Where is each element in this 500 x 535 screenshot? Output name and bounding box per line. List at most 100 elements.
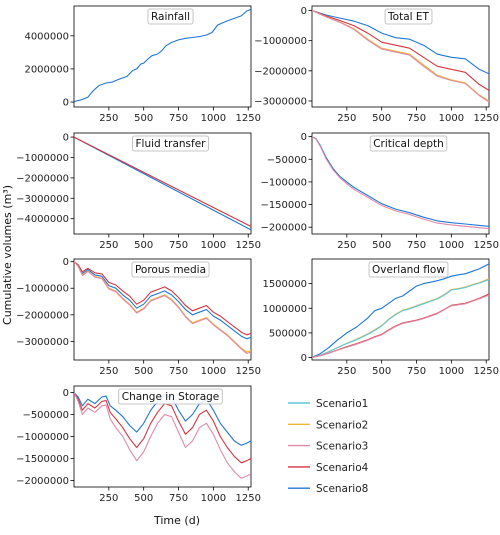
overland-flow-series-scenario1 (312, 279, 489, 359)
rainfall-y-tick-label: 4000000 (24, 31, 69, 42)
total-et-title: Total ET (384, 8, 433, 25)
legend-entry-scenario4: Scenario4 (288, 462, 369, 474)
porous-media-title-text: Porous media (135, 264, 206, 276)
legend-entry-scenario3: Scenario3 (288, 441, 368, 453)
fluid-transfer-x-tick-label: 250 (99, 240, 118, 251)
fluid-transfer-title-box (132, 135, 209, 152)
rainfall-y-tick-label: 2000000 (24, 64, 69, 75)
rainfall-panel: 250 500 750 1000 1250 0 2000000 4000000 Rainfall (24, 5, 261, 124)
total-et-x-tick-label: 1250 (473, 113, 498, 124)
total-et-x-tick-label: 1000 (439, 113, 464, 124)
fluid-transfer-y-tick-label: −3000000 (16, 194, 69, 205)
overland-flow-panel: 250 500 750 1000 1250 0 500000 1000000 1500000 Ov… (262, 258, 499, 377)
fluid-transfer-title-text: Fluid transfer (136, 138, 207, 150)
porous-media-title: Porous media (131, 261, 210, 278)
change-in-storage-x-tick-label: 1250 (235, 493, 260, 504)
porous-media-y-tick-label: −3000000 (16, 337, 69, 348)
porous-media-y-tick-label: 0 (63, 257, 69, 268)
rainfall-x-tick-label: 750 (169, 113, 188, 124)
overland-flow-y-tick-label: 1000000 (262, 304, 307, 315)
porous-media-x-tick-label: 250 (99, 366, 118, 377)
porous-media-y-tick-label: −1000000 (16, 284, 69, 295)
change-in-storage-title-box (118, 388, 223, 405)
overland-flow-title-text: Overland flow (372, 264, 445, 276)
critical-depth-panel: 250 500 750 1000 1250 0 −50000 −100000 −150000 −2… (260, 132, 499, 251)
overland-flow-axes-frame (311, 258, 490, 361)
fluid-transfer-axes-frame (73, 132, 252, 235)
porous-media-series-scenario8 (74, 261, 251, 340)
overland-flow-x-tick-label: 750 (407, 366, 426, 377)
overland-flow-series-scenario8 (312, 263, 489, 358)
change-in-storage-x-tick-label: 750 (169, 493, 188, 504)
total-et-title-text: Total ET (387, 11, 429, 23)
critical-depth-x-tick-label: 750 (407, 240, 426, 251)
critical-depth-series-scenario3 (312, 136, 489, 230)
porous-media-x-tick-label: 500 (134, 366, 153, 377)
porous-media-panel: 250 500 750 1000 1250 0 −1000000 −2000000 −30000… (16, 257, 261, 377)
total-et-x-tick-label: 250 (337, 113, 356, 124)
change-in-storage-x-tick-label: 500 (134, 493, 153, 504)
legend-entry-scenario1: Scenario1 (288, 398, 368, 410)
fluid-transfer-y-tick-label: −2000000 (16, 173, 69, 184)
total-et-axes-frame (311, 5, 490, 108)
y-axis-label: Cumulative volumes (m³) (1, 185, 14, 325)
fluid-transfer-y-tick-label: 0 (63, 133, 69, 144)
fluid-transfer-x-tick-label: 750 (169, 240, 188, 251)
panels: 250 500 750 1000 1250 0 2000000 4000000 Rainfall… (16, 5, 499, 504)
fluid-transfer-x-tick-label: 1250 (235, 240, 260, 251)
legend: Scenario1 Scenario2 Scenario3 Scenario4 Scen… (288, 398, 369, 495)
rainfall-x-tick-label: 1250 (235, 113, 260, 124)
total-et-x-tick-label: 500 (372, 113, 391, 124)
change-in-storage-series-scenario4 (74, 392, 251, 464)
legend-entry-scenario8: Scenario8 (288, 483, 368, 495)
total-et-series-scenario4 (312, 9, 489, 91)
rainfall-x-tick-label: 250 (99, 113, 118, 124)
total-et-title-box (384, 8, 433, 25)
critical-depth-y-tick-label: −200000 (260, 223, 307, 234)
change-in-storage-x-tick-label: 250 (99, 493, 118, 504)
fluid-transfer-title: Fluid transfer (132, 135, 209, 152)
change-in-storage-series-scenario3 (74, 392, 251, 479)
total-et-y-tick-label: −1000000 (254, 36, 307, 47)
fluid-transfer-panel: 250 500 750 1000 1250 0 −1000000 −2000000 −30000… (16, 133, 261, 251)
overland-flow-series-scenario2 (312, 278, 489, 359)
critical-depth-y-tick-label: −100000 (260, 177, 307, 188)
x-axis-label: Time (d) (153, 514, 200, 527)
critical-depth-title-box (369, 135, 448, 152)
porous-media-series-scenario3 (74, 261, 251, 354)
change-in-storage-y-tick-label: −2000000 (16, 476, 69, 487)
critical-depth-title: Critical depth (369, 135, 448, 152)
porous-media-x-tick-label: 750 (169, 366, 188, 377)
rainfall-axes-frame (73, 5, 252, 108)
fluid-transfer-y-tick-label: −4000000 (16, 214, 69, 225)
legend-label: Scenario1 (316, 398, 368, 410)
critical-depth-series-scenario8 (312, 136, 489, 227)
total-et-panel: 250 500 750 1000 1250 0 −1000000 −2000000 −30000… (254, 5, 499, 124)
total-et-series-scenario8 (312, 9, 489, 75)
overland-flow-y-tick-label: 0 (301, 353, 307, 364)
change-in-storage-y-tick-label: −500000 (22, 410, 69, 421)
legend-label: Scenario8 (316, 483, 368, 495)
legend-label: Scenario3 (316, 441, 368, 453)
change-in-storage-y-tick-label: −1500000 (16, 454, 69, 465)
porous-media-title-box (131, 261, 210, 278)
rainfall-title-box (147, 8, 194, 25)
fluid-transfer-series-scenario4 (74, 136, 251, 227)
change-in-storage-x-tick-label: 1000 (201, 493, 226, 504)
critical-depth-y-tick-label: −50000 (267, 155, 307, 166)
porous-media-x-tick-label: 1000 (201, 366, 226, 377)
change-in-storage-title: Change in Storage (118, 388, 223, 405)
total-et-y-tick-label: −2000000 (254, 66, 307, 77)
overland-flow-title: Overland flow (368, 261, 449, 278)
total-et-y-tick-label: 0 (301, 6, 307, 17)
legend-label: Scenario2 (316, 419, 368, 431)
overland-flow-series-scenario3 (312, 294, 489, 359)
rainfall-y-tick-label: 0 (63, 98, 69, 109)
legend-entry-scenario2: Scenario2 (288, 419, 368, 431)
overland-flow-x-tick-label: 1250 (473, 366, 498, 377)
rainfall-x-tick-label: 1000 (201, 113, 226, 124)
rainfall-title: Rainfall (147, 8, 194, 25)
total-et-x-tick-label: 750 (407, 113, 426, 124)
change-in-storage-y-tick-label: −1000000 (16, 432, 69, 443)
total-et-series-scenario3 (312, 10, 489, 103)
